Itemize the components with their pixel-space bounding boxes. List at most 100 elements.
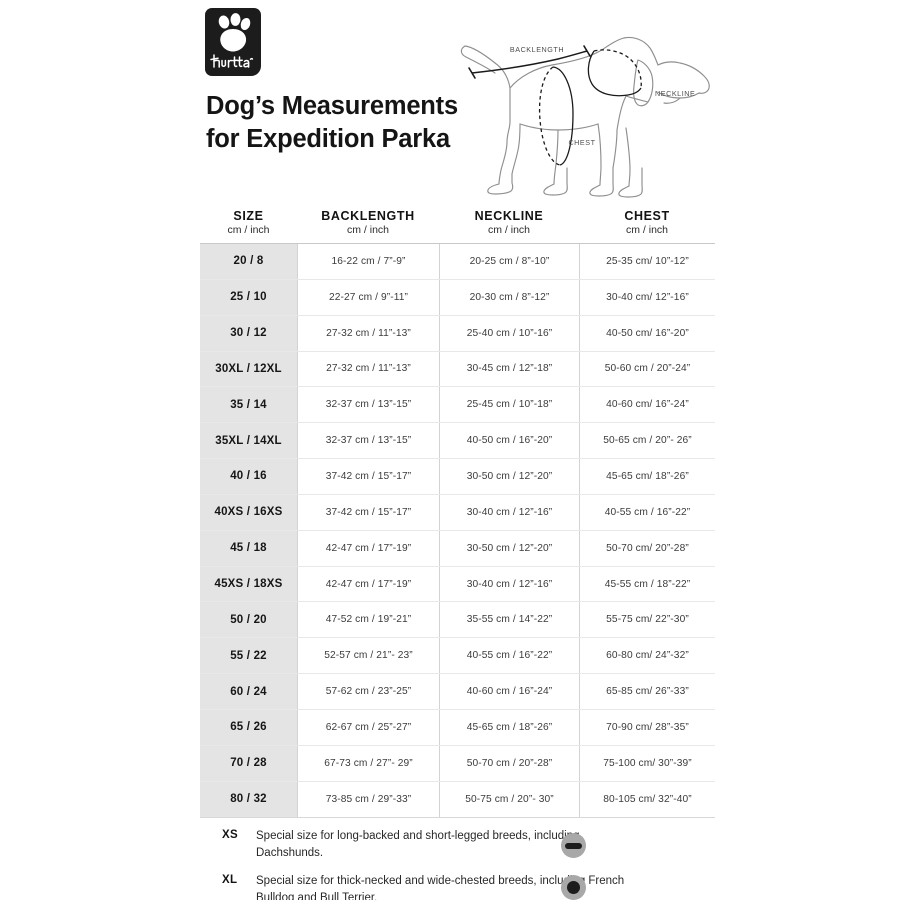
column-header-size: SIZE cm / inch <box>200 208 297 243</box>
cell-chest: 40-55 cm / 16”-22” <box>579 494 715 530</box>
cell-neckline: 40-60 cm / 16”-24” <box>439 674 579 709</box>
table-row: 35 / 14 32-37 cm / 13”-15” 25-45 cm / 10”-… <box>200 387 715 424</box>
column-header-backlength-unit: cm / inch <box>346 224 389 236</box>
cell-size: 30XL / 12XL <box>200 351 297 387</box>
cell-neckline: 50-75 cm / 20”- 30” <box>439 781 579 817</box>
cell-chest: 45-65 cm/ 18”-26” <box>579 459 715 494</box>
cell-backlength: 42-47 cm / 17”-19” <box>297 566 439 602</box>
cell-backlength: 73-85 cm / 29”-33” <box>297 781 439 817</box>
cell-backlength: 16-22 cm / 7”-9” <box>297 244 439 279</box>
column-header-neckline-unit: cm / inch <box>487 224 530 236</box>
table-row: 25 / 10 22-27 cm / 9”-11” 20-30 cm / 8”-12… <box>200 279 715 316</box>
column-header-chest-title: CHEST <box>624 209 670 223</box>
table-row: 40 / 16 37-42 cm / 15”-17” 30-50 cm / 12”-… <box>200 459 715 495</box>
footnote-item: XS Special size for long-backed and short… <box>222 828 642 863</box>
cell-chest: 65-85 cm/ 26”-33” <box>579 674 715 709</box>
cell-size: 70 / 28 <box>200 745 297 781</box>
table-row: 35XL / 14XL 32-37 cm / 13”-15” 40-50 cm / … <box>200 423 715 460</box>
cell-size: 40XS / 16XS <box>200 494 297 530</box>
neckline-measure-line <box>587 49 642 97</box>
table-body: 20 / 8 16-22 cm / 7”-9” 20-25 cm / 8”-10” 2… <box>200 244 715 818</box>
cell-neckline: 20-25 cm / 8”-10” <box>439 244 579 279</box>
dog-outline <box>460 36 710 198</box>
cell-backlength: 27-32 cm / 11”-13” <box>297 351 439 387</box>
cell-chest: 75-100 cm/ 30”-39” <box>579 745 715 781</box>
cell-neckline: 40-55 cm / 16”-22” <box>439 638 579 674</box>
cell-chest: 40-60 cm/ 16”-24” <box>579 387 715 423</box>
cell-size: 50 / 20 <box>200 602 297 638</box>
cell-chest: 80-105 cm/ 32”-40” <box>579 781 715 817</box>
cell-size: 65 / 26 <box>200 709 297 745</box>
column-header-size-unit: cm / inch <box>227 224 270 236</box>
cell-chest: 50-70 cm/ 20”-28” <box>579 530 715 566</box>
diagram-label-backlength: BACKLENGTH <box>510 45 564 54</box>
cell-size: 80 / 32 <box>200 781 297 817</box>
cell-neckline: 30-50 cm / 12”-20” <box>439 459 579 494</box>
dog-measurement-diagram: BACKLENGTH NECKLINE CHEST <box>460 36 710 198</box>
cell-size: 45 / 18 <box>200 530 297 566</box>
cell-chest: 70-90 cm/ 28”-35” <box>579 709 715 745</box>
table-row: 55 / 22 52-57 cm / 21”- 23” 40-55 cm / 16”… <box>200 638 715 675</box>
table-row: 40XS / 16XS 37-42 cm / 15”-17” 30-40 cm / … <box>200 494 715 531</box>
cell-chest: 55-75 cm/ 22”-30” <box>579 602 715 638</box>
footnote-key: XS <box>222 829 238 841</box>
cell-chest: 50-65 cm / 20”- 26” <box>579 423 715 459</box>
cell-chest: 40-50 cm/ 16”-20” <box>579 315 715 351</box>
cell-backlength: 32-37 cm / 13”-15” <box>297 387 439 423</box>
table-row: 80 / 32 73-85 cm / 29”-33” 50-75 cm / 20”-… <box>200 781 715 818</box>
table-row: 20 / 8 16-22 cm / 7”-9” 20-25 cm / 8”-10” 2… <box>200 244 715 280</box>
cell-neckline: 30-40 cm / 12”-16” <box>439 494 579 530</box>
page-title-line2: for Expedition Parka <box>206 124 450 153</box>
cell-neckline: 25-40 cm / 10”-16” <box>439 315 579 351</box>
badge-bar-shape <box>565 842 582 849</box>
cell-chest: 60-80 cm/ 24”-32” <box>579 638 715 674</box>
table-row: 65 / 26 62-67 cm / 25”-27” 45-65 cm / 18”-… <box>200 709 715 746</box>
footnote-key: XL <box>222 873 238 886</box>
cell-neckline: 20-30 cm / 8”-12” <box>439 279 579 315</box>
page-title-line1: Dog’s Measurements <box>206 92 458 120</box>
cell-chest: 45-55 cm / 18”-22” <box>579 566 715 602</box>
badge-dot-shape <box>567 881 580 894</box>
column-header-chest: CHEST cm / inch <box>579 208 715 243</box>
column-header-chest-unit: cm / inch <box>625 224 668 236</box>
cell-chest: 50-60 cm / 20”-24” <box>579 351 715 387</box>
cell-size: 35 / 14 <box>200 387 297 423</box>
table-row: 45XS / 18XS 42-47 cm / 17”-19” 30-40 cm / … <box>200 566 715 603</box>
column-header-neckline: NECKLINE cm / inch <box>439 208 579 243</box>
cell-size: 20 / 8 <box>200 244 297 279</box>
cell-backlength: 22-27 cm / 9”-11” <box>297 279 439 315</box>
page-title: Dog’s Measurements for Expedition Parka <box>206 90 536 155</box>
gray-circle-dot-icon <box>561 875 586 900</box>
cell-neckline: 30-45 cm / 12”-18” <box>439 351 579 387</box>
cell-backlength: 47-52 cm / 19”-21” <box>297 602 439 638</box>
footnote-text: Special size for long-backed and short-l… <box>256 830 580 860</box>
table-row: 45 / 18 42-47 cm / 17”-19” 30-50 cm / 12”-… <box>200 530 715 567</box>
cell-neckline: 50-70 cm / 20”-28” <box>439 745 579 781</box>
footnote-text: Special size for thick-necked and wide-c… <box>256 874 625 900</box>
footnote-icons <box>561 833 591 900</box>
cell-backlength: 67-73 cm / 27”- 29” <box>297 745 439 781</box>
cell-neckline: 30-40 cm / 12”-16” <box>439 566 579 602</box>
cell-size: 30 / 12 <box>200 315 297 351</box>
cell-backlength: 52-57 cm / 21”- 23” <box>297 638 439 674</box>
column-header-size-title: SIZE <box>233 209 264 223</box>
cell-size: 60 / 24 <box>200 674 297 709</box>
cell-size: 40 / 16 <box>200 459 297 494</box>
backlength-measure-line <box>468 45 591 79</box>
paw-print-icon <box>218 13 251 52</box>
cell-backlength: 32-37 cm / 13”-15” <box>297 423 439 459</box>
cell-size: 55 / 22 <box>200 638 297 674</box>
cell-backlength: 42-47 cm / 17”-19” <box>297 530 439 566</box>
table-row: 50 / 20 47-52 cm / 19”-21” 35-55 cm / 14”-… <box>200 602 715 639</box>
cell-size: 25 / 10 <box>200 279 297 315</box>
diagram-label-neckline: NECKLINE <box>655 89 695 98</box>
cell-neckline: 35-55 cm / 14”-22” <box>439 602 579 638</box>
cell-backlength: 27-32 cm / 11”-13” <box>297 315 439 351</box>
cell-backlength: 37-42 cm / 15”-17” <box>297 459 439 494</box>
footnote-item: XL Special size for thick-necked and wide… <box>222 873 642 900</box>
cell-backlength: 62-67 cm / 25”-27” <box>297 709 439 745</box>
cell-neckline: 40-50 cm / 16”-20” <box>439 423 579 459</box>
cell-neckline: 45-65 cm / 18”-26” <box>439 709 579 745</box>
chest-measure-line <box>538 66 574 166</box>
